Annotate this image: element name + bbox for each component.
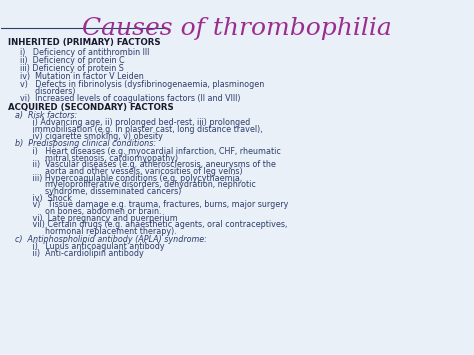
Text: ii)  Vascular diseases (e.g. atherosclerosis, aneurysms of the: ii) Vascular diseases (e.g. atherosclero… — [20, 160, 276, 169]
Text: v)   Defects in fibrinolysis (dysfibrinogenaemia, plasminogen: v) Defects in fibrinolysis (dysfibrinoge… — [20, 80, 264, 89]
Text: syndrome, disseminated cancers): syndrome, disseminated cancers) — [20, 187, 182, 196]
Text: ii)  Deficiency of protein C: ii) Deficiency of protein C — [20, 56, 125, 65]
Text: myeloproliferative disorders, dehydration, nephrotic: myeloproliferative disorders, dehydratio… — [20, 180, 256, 189]
Text: i)   Lupus anticoagulant antibody: i) Lupus anticoagulant antibody — [20, 242, 165, 251]
Text: i) Advancing age, ii) prolonged bed-rest, iii) prolonged: i) Advancing age, ii) prolonged bed-rest… — [20, 118, 250, 127]
Text: on bones, abdomen or brain.: on bones, abdomen or brain. — [20, 207, 162, 216]
Text: iv)  Mutation in factor V Leiden: iv) Mutation in factor V Leiden — [20, 72, 144, 81]
Text: INHERITED (PRIMARY) FACTORS: INHERITED (PRIMARY) FACTORS — [9, 38, 161, 47]
Text: disorders): disorders) — [20, 87, 76, 96]
Text: b)  Predisposing clinical conditions:: b) Predisposing clinical conditions: — [15, 140, 155, 148]
Text: ACQUIRED (SECONDARY) FACTORS: ACQUIRED (SECONDARY) FACTORS — [9, 103, 174, 112]
Text: ii)  Anti-cardiolipin antibody: ii) Anti-cardiolipin antibody — [20, 249, 144, 258]
Text: immobilisation (e.g. in plaster cast, long distance travel),: immobilisation (e.g. in plaster cast, lo… — [20, 125, 263, 134]
Text: vi)  Late pregnancy and puerperium: vi) Late pregnancy and puerperium — [20, 214, 178, 223]
Text: iv)  Shock: iv) Shock — [20, 194, 72, 203]
Text: iii) Deficiency of protein S: iii) Deficiency of protein S — [20, 64, 124, 73]
Text: mitral stenosis, cardiomyopathy): mitral stenosis, cardiomyopathy) — [20, 154, 178, 163]
Text: hormonal replacement therapy).: hormonal replacement therapy). — [20, 227, 177, 236]
Text: i)   Deficiency of antithrombin III: i) Deficiency of antithrombin III — [20, 48, 150, 57]
Text: c)  Antiphospholipid antibody (APLA) syndrome:: c) Antiphospholipid antibody (APLA) synd… — [15, 235, 207, 244]
Text: vi)  Increased levels of coagulations factors (II and VIII): vi) Increased levels of coagulations fac… — [20, 94, 241, 103]
Text: a)  Risk factors:: a) Risk factors: — [15, 111, 77, 120]
Text: iv) cigarette smoking, v) obesity: iv) cigarette smoking, v) obesity — [20, 132, 163, 141]
Text: v)   Tissue damage e.g. trauma, fractures, burns, major surgery: v) Tissue damage e.g. trauma, fractures,… — [20, 200, 289, 209]
Text: iii) Hypercoagulable conditions (e.g. polycythaemia,: iii) Hypercoagulable conditions (e.g. po… — [20, 174, 243, 182]
Text: aorta and other vessels, varicosities of leg veins): aorta and other vessels, varicosities of… — [20, 167, 243, 176]
Text: i)   Heart diseases (e.g. myocardial infarction, CHF, rheumatic: i) Heart diseases (e.g. myocardial infar… — [20, 147, 281, 156]
Text: Causes of thrombophilia: Causes of thrombophilia — [82, 17, 392, 40]
Text: vii) Certain drugs (e.g. anaesthetic agents, oral contraceptives,: vii) Certain drugs (e.g. anaesthetic age… — [20, 220, 288, 229]
